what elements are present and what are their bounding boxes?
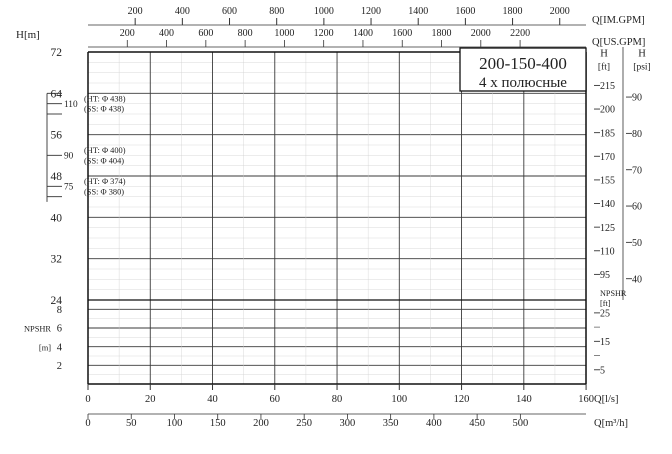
svg-text:40: 40 [51, 212, 63, 224]
svg-text:600: 600 [222, 6, 237, 17]
svg-text:64: 64 [51, 88, 63, 100]
svg-text:160: 160 [578, 394, 594, 405]
svg-text:H[m]: H[m] [16, 29, 40, 41]
svg-text:H: H [600, 49, 608, 60]
svg-text:(HT: Φ 438): (HT: Φ 438) [84, 94, 126, 103]
svg-text:200: 200 [128, 6, 143, 17]
svg-text:75: 75 [64, 183, 74, 193]
svg-text:4 х полюсные: 4 х полюсные [479, 75, 567, 91]
svg-text:1800: 1800 [503, 6, 523, 17]
svg-text:1600: 1600 [392, 28, 412, 39]
svg-text:1000: 1000 [274, 28, 294, 39]
svg-text:[m]: [m] [39, 343, 51, 352]
svg-text:200: 200 [600, 105, 615, 116]
svg-text:140: 140 [516, 394, 532, 405]
svg-text:56: 56 [51, 130, 63, 142]
svg-text:Q[US.GPM]: Q[US.GPM] [592, 37, 645, 48]
svg-text:155: 155 [600, 176, 615, 187]
svg-text:450: 450 [469, 418, 485, 429]
svg-text:48: 48 [51, 171, 63, 183]
svg-text:Q[m³/h]: Q[m³/h] [594, 418, 628, 429]
svg-text:NPSHR: NPSHR [600, 289, 627, 298]
svg-text:0: 0 [85, 418, 90, 429]
svg-text:[psi]: [psi] [633, 63, 650, 73]
svg-text:1400: 1400 [408, 6, 428, 17]
svg-text:1200: 1200 [361, 6, 381, 17]
svg-text:15: 15 [600, 337, 610, 348]
svg-text:(SS: Φ 380): (SS: Φ 380) [84, 187, 124, 196]
svg-text:72: 72 [51, 47, 63, 59]
svg-text:5: 5 [600, 365, 605, 376]
svg-text:110: 110 [600, 246, 615, 257]
svg-text:400: 400 [175, 6, 190, 17]
svg-text:40: 40 [207, 394, 218, 405]
svg-text:150: 150 [210, 418, 226, 429]
svg-text:(HT: Φ 400): (HT: Φ 400) [84, 146, 126, 155]
svg-text:2200: 2200 [510, 28, 530, 39]
svg-text:60: 60 [270, 394, 281, 405]
svg-text:100: 100 [391, 394, 407, 405]
svg-text:500: 500 [512, 418, 528, 429]
svg-text:250: 250 [296, 418, 312, 429]
svg-text:4: 4 [57, 342, 63, 353]
svg-text:1600: 1600 [455, 6, 475, 17]
svg-text:600: 600 [198, 28, 213, 39]
svg-text:50: 50 [126, 418, 137, 429]
svg-text:185: 185 [600, 128, 615, 139]
svg-text:8: 8 [57, 305, 62, 316]
svg-text:1200: 1200 [314, 28, 334, 39]
svg-text:400: 400 [159, 28, 174, 39]
svg-text:1400: 1400 [353, 28, 373, 39]
svg-text:0: 0 [85, 394, 90, 405]
svg-text:90: 90 [632, 93, 642, 104]
svg-text:[ft]: [ft] [598, 62, 610, 73]
svg-text:70: 70 [632, 165, 642, 176]
svg-text:1000: 1000 [314, 6, 334, 17]
svg-text:140: 140 [600, 199, 615, 210]
svg-text:110: 110 [64, 100, 78, 110]
svg-text:2: 2 [57, 361, 62, 372]
svg-text:170: 170 [600, 152, 615, 163]
svg-text:NPSHR: NPSHR [24, 325, 51, 334]
svg-text:215: 215 [600, 81, 615, 92]
svg-text:350: 350 [383, 418, 399, 429]
svg-text:200: 200 [120, 28, 135, 39]
svg-text:80: 80 [632, 129, 642, 140]
svg-text:200: 200 [253, 418, 269, 429]
svg-text:40: 40 [632, 274, 642, 285]
svg-text:25: 25 [600, 308, 610, 319]
svg-text:32: 32 [51, 254, 63, 266]
svg-text:400: 400 [426, 418, 442, 429]
svg-text:60: 60 [632, 202, 642, 213]
svg-text:95: 95 [600, 270, 610, 281]
svg-text:80: 80 [332, 394, 343, 405]
svg-text:(SS: Φ 438): (SS: Φ 438) [84, 105, 124, 114]
svg-text:800: 800 [238, 28, 253, 39]
svg-text:120: 120 [454, 394, 470, 405]
svg-text:200-150-400: 200-150-400 [479, 54, 567, 73]
svg-text:[ft]: [ft] [600, 299, 611, 308]
svg-text:125: 125 [600, 223, 615, 234]
svg-text:(HT: Φ 374): (HT: Φ 374) [84, 177, 126, 186]
svg-text:6: 6 [57, 324, 62, 335]
svg-text:Q[l/s]: Q[l/s] [594, 394, 619, 405]
svg-text:Q[IM.GPM]: Q[IM.GPM] [592, 15, 645, 26]
svg-text:90: 90 [64, 152, 74, 162]
svg-text:2000: 2000 [550, 6, 570, 17]
svg-text:20: 20 [145, 394, 156, 405]
svg-text:(SS: Φ 404): (SS: Φ 404) [84, 156, 124, 165]
svg-text:1800: 1800 [432, 28, 452, 39]
svg-text:800: 800 [269, 6, 284, 17]
svg-text:300: 300 [340, 418, 356, 429]
svg-text:50: 50 [632, 238, 642, 249]
svg-text:2000: 2000 [471, 28, 491, 39]
svg-text:100: 100 [167, 418, 183, 429]
svg-text:H: H [638, 49, 646, 60]
